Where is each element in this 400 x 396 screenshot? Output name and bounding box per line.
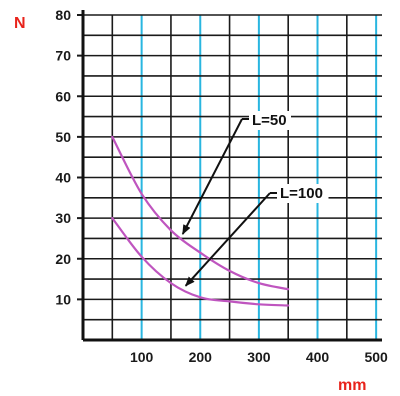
y-tick-label: 50 [55,129,71,145]
annotation-label: L=50 [252,112,287,129]
x-tick-label: 300 [247,349,271,365]
x-tick-label: 500 [364,349,388,365]
y-tick-label: 40 [55,170,71,186]
x-tick-label: 100 [130,349,154,365]
y-tick-label: 60 [55,88,71,104]
y-tick-label: 10 [55,291,71,307]
y-tick-label: 70 [55,48,71,64]
axes [81,10,382,342]
annotation-label: L=100 [280,185,323,202]
x-tick-label: 400 [306,349,330,365]
annotation-arrow [184,192,271,287]
tick-labels: 10 20 30 40 50 60 70 80 100 200 300 400 500 [55,7,388,365]
grid [77,14,382,340]
y-tick-label: 30 [55,210,71,226]
annotations: L=50 L=100 [181,111,329,287]
series-line [111,217,290,307]
curves [111,135,290,307]
series-line [111,135,290,291]
annotation-arrow [181,118,243,235]
x-unit-label: mm [338,377,366,394]
y-tick-label: 80 [55,7,71,23]
y-tick-label: 20 [55,251,71,267]
annotation-background [249,111,291,130]
annotation-background [277,184,329,203]
x-tick-label: 200 [189,349,213,365]
y-unit-label: N [14,15,26,32]
